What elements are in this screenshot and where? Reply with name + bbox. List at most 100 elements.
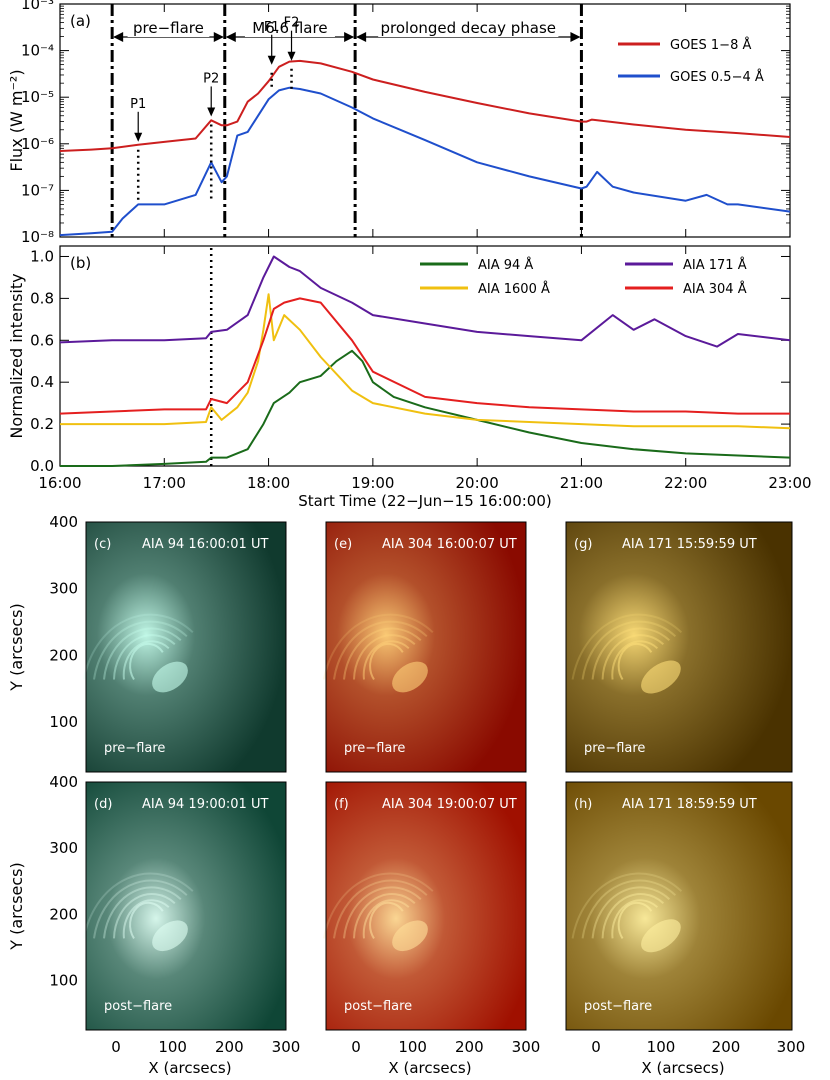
panel-a-frame xyxy=(59,3,791,238)
coronal-loop xyxy=(601,634,665,680)
phase-label-bg xyxy=(127,21,210,37)
coronal-loop xyxy=(362,640,410,680)
image-xtick-label: 100 xyxy=(647,1038,676,1056)
panel-b-ytick-label: 0.8 xyxy=(30,289,54,307)
panel-b-ytick-label: 0.6 xyxy=(30,331,54,349)
coronal-loop xyxy=(93,879,188,939)
panel-a-ytick-label: 10⁻⁴ xyxy=(21,42,54,60)
aia-94-line xyxy=(60,349,791,467)
image-xtick-label: 300 xyxy=(777,1038,806,1056)
image-ytick-label: 100 xyxy=(49,971,78,989)
image-panel-frame xyxy=(325,781,527,1031)
coronal-loop xyxy=(103,627,182,680)
panel-a-ytick-label: 10⁻⁷ xyxy=(21,181,54,199)
image-panel-title: AIA 94 16:00:01 UT xyxy=(142,537,268,552)
coronal-loop xyxy=(601,893,665,939)
image-ytick-label: 200 xyxy=(49,646,78,664)
image-panel-tag: (f) xyxy=(334,797,349,812)
image-ylabel: Y (arcsecs) xyxy=(7,862,26,950)
image-panel-title: AIA 304 16:00:07 UT xyxy=(382,537,517,552)
coronal-loop xyxy=(323,613,434,680)
image-panel-title: AIA 171 15:59:59 UT xyxy=(622,537,757,552)
image-panel-tag: (e) xyxy=(334,537,352,552)
bright-kernel xyxy=(392,661,428,693)
panel-b-xlabel: Start Time (22−Jun−15 16:00:00) xyxy=(298,492,551,510)
image-ytick-label: 200 xyxy=(49,905,78,923)
aia-304-line xyxy=(59,297,790,415)
panel-b-ytick-label: 0.2 xyxy=(30,415,54,433)
bright-kernel xyxy=(392,920,428,952)
coronal-loop xyxy=(83,872,194,939)
coronal-loop xyxy=(581,620,677,680)
image-panel-note: post−flare xyxy=(104,999,172,1014)
panel-b-ylabel: Normalized intensity xyxy=(7,273,26,438)
aia-171-line xyxy=(59,255,791,348)
marker-arrow-head xyxy=(207,107,216,117)
coronal-loop xyxy=(333,620,428,680)
image-xtick-label: 200 xyxy=(215,1038,244,1056)
coronal-loop xyxy=(617,642,653,681)
phase-label: prolonged decay phase xyxy=(381,19,557,37)
panel-b-xtick-label: 22:00 xyxy=(664,474,707,492)
legend-b-label: AIA 171 Å xyxy=(683,257,747,273)
coronal-loop xyxy=(103,886,182,939)
phase-label: M6.6 flare xyxy=(252,19,327,37)
panel-b-xtick-label: 19:00 xyxy=(351,474,394,492)
coronal-loop xyxy=(362,899,410,939)
image-xtick-label: 0 xyxy=(111,1038,121,1056)
phase-arrow-head-left xyxy=(113,32,124,42)
image-xlabel: X (arcsecs) xyxy=(148,1059,231,1077)
image-panel-tag: (h) xyxy=(574,797,592,812)
panel-a-ytick-label: 10⁻⁵ xyxy=(21,88,54,106)
image-panel-glow xyxy=(326,522,526,772)
image-xlabel: X (arcsecs) xyxy=(641,1059,724,1077)
marker-label: F1 xyxy=(264,20,280,35)
goes-1-8-line xyxy=(59,59,791,152)
aia-1600-line xyxy=(60,293,791,430)
image-ytick-label: 400 xyxy=(49,773,78,791)
panel-a-ytick-label: 10⁻³ xyxy=(21,0,54,13)
coronal-loop xyxy=(122,640,170,680)
bright-kernel xyxy=(152,661,188,693)
image-xlabel: X (arcsecs) xyxy=(388,1059,471,1077)
image-xtick-label: 200 xyxy=(712,1038,741,1056)
coronal-loop xyxy=(611,640,659,680)
panel-b-ytick-label: 0.4 xyxy=(30,373,54,391)
coronal-loop xyxy=(611,899,659,939)
image-ytick-label: 100 xyxy=(49,713,78,731)
coronal-loop xyxy=(343,627,422,680)
coronal-loop xyxy=(122,899,170,939)
phase-arrow-head-right xyxy=(344,32,355,42)
image-panel: (f) AIA 304 19:00:07 UT post−flare xyxy=(323,781,527,1031)
coronal-loop xyxy=(129,901,164,939)
image-panel-glow xyxy=(86,522,286,772)
image-panel-note: pre−flare xyxy=(344,741,405,756)
coronal-loop xyxy=(591,627,671,680)
coronal-loop xyxy=(353,634,416,680)
marker-label: P2 xyxy=(203,71,219,86)
phase-arrow-head-left xyxy=(225,32,236,42)
phase-arrow-head-right xyxy=(213,32,224,42)
image-panel-frame xyxy=(85,781,287,1031)
image-panel-tag: (c) xyxy=(94,537,111,552)
panel-b-frame xyxy=(59,245,791,467)
bright-kernel xyxy=(152,920,188,952)
legend-b-label: AIA 304 Å xyxy=(683,281,747,297)
coronal-loop xyxy=(591,886,671,939)
panel-b-xtick-label: 16:00 xyxy=(38,474,81,492)
image-ylabel: Y (arcsecs) xyxy=(7,603,26,691)
coronal-loop xyxy=(571,872,683,939)
panel-a-ylabel: Flux (W m⁻²) xyxy=(7,69,26,171)
image-panel-title: AIA 94 19:00:01 UT xyxy=(142,797,268,812)
image-panel-note: pre−flare xyxy=(104,741,165,756)
image-panel: (h) AIA 171 18:59:59 UT post−flare xyxy=(565,781,793,1031)
legend-a-label: GOES 1−8 Å xyxy=(670,37,751,53)
bright-kernel xyxy=(641,660,681,694)
image-panel-title: AIA 171 18:59:59 UT xyxy=(622,797,757,812)
panel-b-xtick-label: 23:00 xyxy=(768,474,811,492)
image-xtick-label: 0 xyxy=(351,1038,361,1056)
bright-kernel xyxy=(641,919,681,953)
coronal-loop xyxy=(353,893,416,939)
image-panel-glow xyxy=(326,782,526,1030)
image-panel-tag: (g) xyxy=(574,537,592,552)
